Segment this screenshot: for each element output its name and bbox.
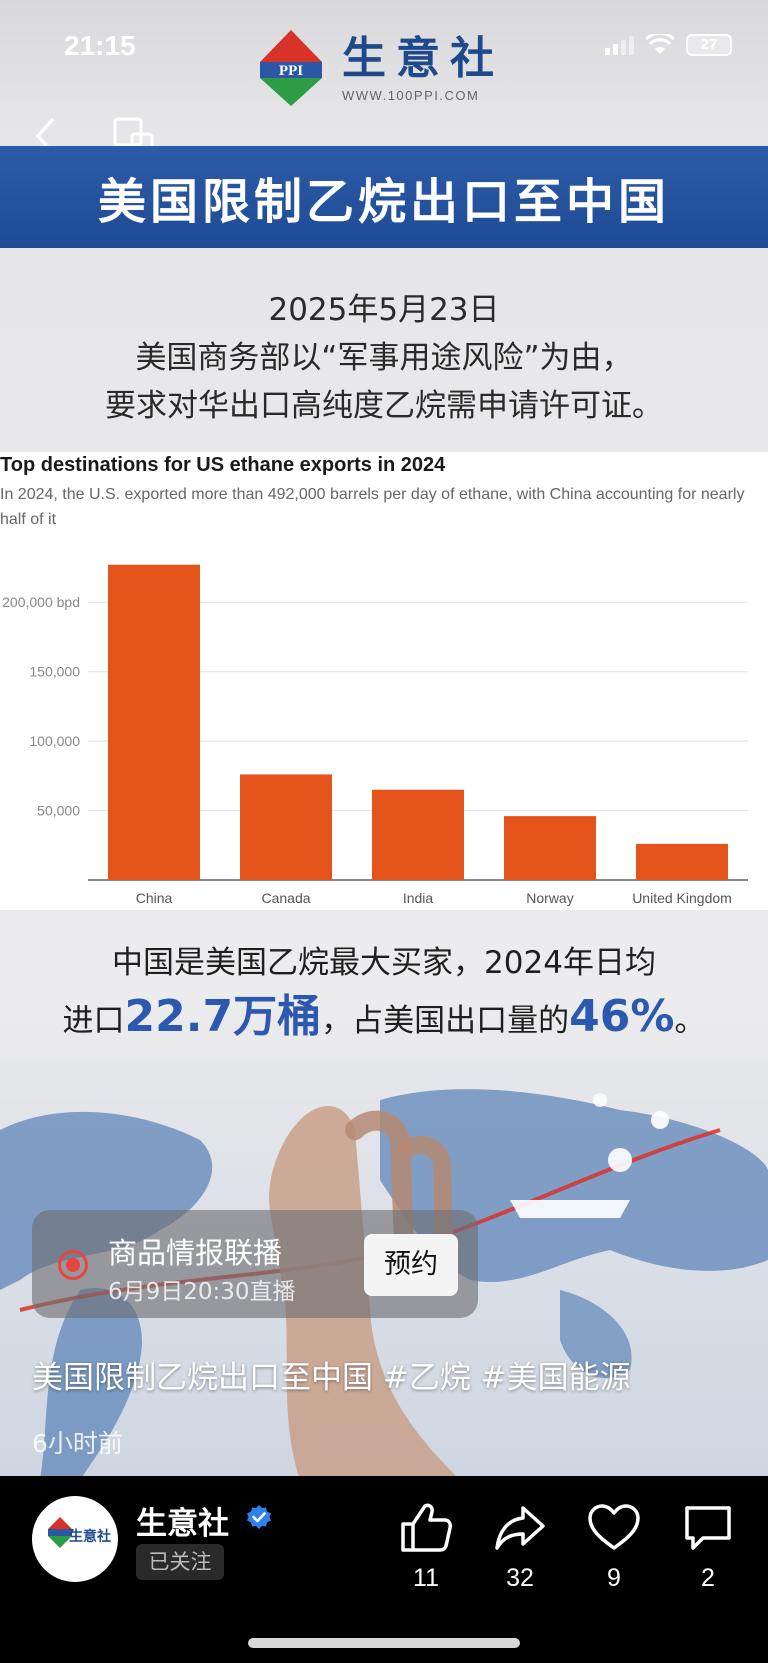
author-avatar[interactable]: 生意社 xyxy=(32,1496,118,1582)
like-count: 11 xyxy=(413,1564,439,1592)
logo-name: 生意社 xyxy=(342,32,504,84)
post-time: 6小时前 xyxy=(32,1429,123,1458)
heart-icon xyxy=(588,1504,640,1550)
comment-icon xyxy=(685,1506,731,1550)
banner-title: 美国限制乙烷出口至中国 xyxy=(97,174,670,230)
summary-highlight-share: 46% xyxy=(569,991,675,1042)
summary-line-2: 进口22.7万桶，占美国出口量的46%。 xyxy=(0,990,768,1048)
bar-canada xyxy=(240,774,332,880)
chart-subtitle: In 2024, the U.S. exported more than 492… xyxy=(0,486,745,528)
logo-url: WWW.100PPI.COM xyxy=(342,87,480,103)
favorite-action[interactable]: 9 xyxy=(578,1502,650,1593)
share-action[interactable]: 32 xyxy=(484,1502,556,1593)
home-indicator[interactable] xyxy=(248,1638,520,1648)
live-stream-card[interactable]: 商品情报联播 6月9日20:30直播 预约 xyxy=(32,1210,478,1318)
x-tick-label: United Kingdom xyxy=(632,890,732,906)
comment-count: 2 xyxy=(701,1564,715,1592)
live-time: 6月9日20:30直播 xyxy=(108,1279,296,1305)
y-tick-label: 50,000 xyxy=(37,803,80,819)
thumbs-up-icon xyxy=(401,1503,452,1552)
bar-chart-panel: 50,000 100,000 150,000 200,000 bpd China Cana… xyxy=(0,452,768,910)
wifi-icon xyxy=(646,34,674,54)
battery-icon: 27 xyxy=(686,34,732,56)
summary-suffix: 。 xyxy=(674,1003,706,1039)
bar-india xyxy=(372,789,464,880)
intro-text: 2025年5月23日 美国商务部以“军事用途风险”为由， 要求对华出口高纯度乙烷… xyxy=(0,286,768,430)
follow-status-badge[interactable]: 已关注 xyxy=(136,1544,224,1580)
author-name[interactable]: 生意社 xyxy=(136,1506,229,1542)
summary-prefix: 进口 xyxy=(62,1003,125,1039)
live-indicator-icon xyxy=(58,1250,88,1280)
intro-date: 2025年5月23日 xyxy=(268,292,500,328)
status-icons: 27 xyxy=(605,34,732,56)
intro-line-2: 要求对华出口高纯度乙烷需申请许可证。 xyxy=(105,388,663,424)
favorite-count: 9 xyxy=(607,1564,621,1592)
bar-china xyxy=(108,564,200,880)
summary-line-1: 中国是美国乙烷最大买家，2024年日均 xyxy=(112,945,656,981)
title-banner: 美国限制乙烷出口至中国 xyxy=(0,146,768,248)
post-caption[interactable]: 美国限制乙烷出口至中国 #乙烷 #美国能源 xyxy=(32,1360,631,1396)
y-tick-label: 200,000 bpd xyxy=(2,594,80,610)
y-tick-label: 100,000 xyxy=(29,733,80,749)
x-tick-label: Canada xyxy=(261,890,310,906)
ppi-logo-mark: PPI xyxy=(260,30,322,106)
bar-united-kingdom xyxy=(636,843,728,880)
status-time: 21:15 xyxy=(64,30,136,61)
ppi-logo: PPI 生意社 WWW.100PPI.COM xyxy=(258,28,504,108)
logo-badge-text: PPI xyxy=(279,63,303,79)
x-tick-label: Norway xyxy=(526,890,573,906)
summary-highlight-volume: 22.7万桶 xyxy=(124,991,322,1042)
bar-norway xyxy=(504,816,596,880)
avatar-text: 生意社 xyxy=(69,1528,111,1545)
x-tick-label: China xyxy=(136,890,173,906)
cellular-signal-icon xyxy=(605,35,634,55)
bottom-bar: 生意社 生意社 已关注 11 32 9 xyxy=(0,1476,768,1663)
reserve-button[interactable]: 预约 xyxy=(364,1234,458,1296)
bar-chart: 50,000 100,000 150,000 200,000 bpd China Cana… xyxy=(2,564,748,906)
intro-line-1: 美国商务部以“军事用途风险”为由， xyxy=(135,340,633,376)
share-icon xyxy=(495,1506,545,1550)
y-tick-label: 150,000 xyxy=(29,664,80,680)
x-tick-label: India xyxy=(403,890,434,906)
summary-text: 中国是美国乙烷最大买家，2024年日均 进口22.7万桶，占美国出口量的46%。 xyxy=(0,936,768,1048)
comment-action[interactable]: 2 xyxy=(672,1502,744,1593)
share-count: 32 xyxy=(506,1564,534,1592)
chart-title: Top destinations for US ethane exports i… xyxy=(0,454,446,476)
avatar-logo-icon: 生意社 xyxy=(48,1517,111,1548)
verified-icon xyxy=(247,1505,271,1529)
summary-middle: ，占美国出口量的 xyxy=(321,1003,570,1039)
live-title: 商品情报联播 xyxy=(108,1236,283,1270)
like-action[interactable]: 11 xyxy=(390,1502,462,1593)
